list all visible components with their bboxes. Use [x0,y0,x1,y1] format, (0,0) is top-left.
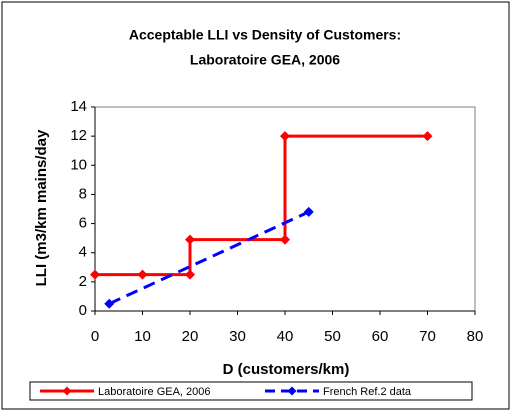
data-point [280,131,290,142]
x-axis-label: D (customers/km) [223,361,350,378]
legend-label: Laboratoire GEA, 2006 [98,386,211,398]
y-tick-label: 8 [79,185,87,202]
y-axis-label: LLI (m3/km mains/day [33,129,50,286]
x-tick-label: 10 [134,328,151,345]
x-tick-label: 30 [229,328,246,345]
y-tick-label: 6 [79,215,87,232]
chart-title: Acceptable LLI vs Density of Customers: [129,27,401,43]
data-point [185,234,195,245]
data-point [185,269,195,280]
chart-title: Laboratoire GEA, 2006 [190,52,340,68]
data-point [90,269,100,280]
y-tick-label: 2 [79,273,87,290]
data-point [422,131,433,142]
legend-marker [287,386,297,396]
y-tick-label: 12 [70,127,87,144]
legend-marker [62,386,72,396]
y-tick-label: 10 [70,156,87,173]
x-tick-label: 70 [419,328,436,345]
data-point [303,206,314,217]
data-point [280,234,290,245]
x-tick-label: 80 [467,328,484,345]
legend-box [29,381,473,401]
legend-label: French Ref.2 data [323,386,412,398]
x-tick-label: 50 [324,328,341,345]
data-point [137,269,148,280]
x-tick-label: 40 [277,328,294,345]
x-tick-label: 0 [91,328,99,345]
data-point [104,298,115,309]
y-tick-label: 14 [70,98,87,115]
x-tick-label: 60 [372,328,389,345]
y-tick-label: 0 [79,302,87,319]
x-tick-label: 20 [182,328,199,345]
y-tick-label: 4 [79,244,87,261]
